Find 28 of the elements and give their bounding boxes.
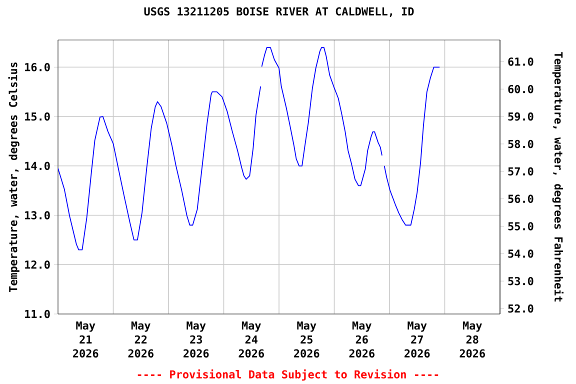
y2-tick-label: 56.0 [508, 194, 534, 203]
chart-title: USGS 13211205 BOISE RIVER AT CALDWELL, ID [144, 7, 414, 17]
y-tick-label: 15.0 [25, 112, 50, 121]
y-tick-label: 11.0 [25, 310, 50, 318]
y2-tick-label: 52.0 [508, 304, 534, 313]
x-tick-label: May 25 2026 [294, 322, 320, 358]
y-tick-label: 14.0 [25, 162, 50, 170]
x-tick-label: May 22 2026 [128, 322, 154, 358]
y2-tick-label: 60.0 [508, 84, 534, 94]
y2-tick-label: 53.0 [508, 276, 534, 286]
y2-tick-label: 58.0 [508, 140, 534, 148]
y2-tick-label: 59.0 [508, 112, 534, 121]
y2-tick-label: 54.0 [508, 250, 534, 258]
y-tick-label: 12.0 [25, 260, 50, 269]
x-tick-label: May 21 2026 [73, 322, 98, 358]
x-tick-label: May 23 2026 [184, 322, 209, 358]
y-tick-label: 16.0 [25, 63, 50, 72]
y2-tick-label: 55.0 [508, 222, 534, 230]
y2-tick-label: 57.0 [508, 167, 534, 176]
y-tick-label: 13.0 [25, 211, 50, 220]
x-tick-label: May 24 2026 [238, 322, 264, 358]
y2-axis-title: Temperature, water, degrees Fahrenheit [552, 52, 564, 302]
y-axis-title: Temperature, water, degrees Celsius [8, 62, 20, 292]
y2-tick-label: 61.0 [508, 58, 534, 66]
x-tick-label: May 27 2026 [404, 322, 430, 358]
x-tick-label: May 26 2026 [349, 322, 374, 358]
text: ---- Provisional Data Subject to Revision ---- [138, 369, 438, 381]
x-tick-label: May 28 2026 [460, 322, 485, 358]
